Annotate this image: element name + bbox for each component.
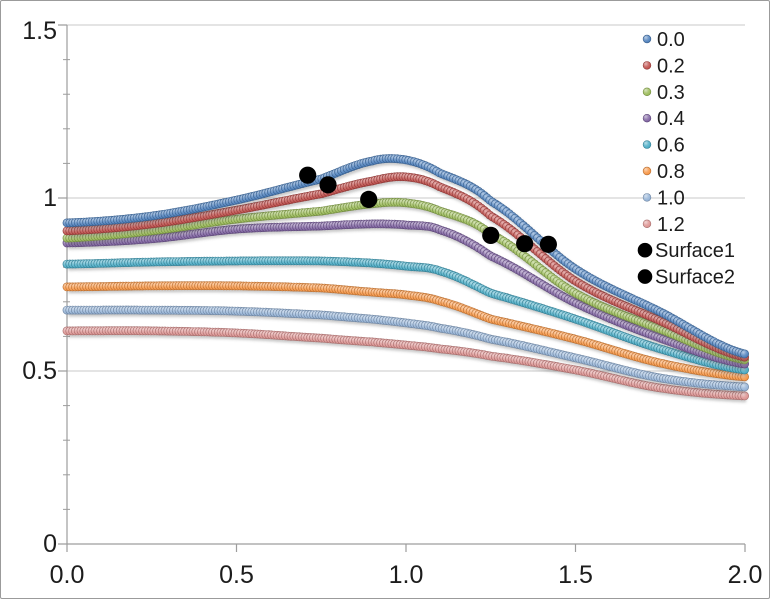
legend-item-0-0: 0.0 [642,29,685,51]
axes: 0.0 0.5 1.0 1.5 2.0 [50,25,763,589]
legend-item-surface2: Surface2 [637,267,735,289]
legend-item-0-4: 0.4 [642,108,685,130]
legend-marker-0-6 [642,140,652,149]
series-0-6 [62,256,749,377]
series-0-8 [62,281,749,384]
surface1-point [360,190,378,208]
legend-label-0-2: 0.2 [657,55,685,77]
legend-item-1-0: 1.0 [642,187,685,209]
x-tick-label-1-0: 1.0 [389,561,424,589]
legend-item-surface1: Surface1 [637,240,735,262]
series-1-0 [62,305,749,394]
series-0-3 [62,197,749,367]
y-tick-label-1: 1 [43,184,57,212]
surface1-point [319,176,337,194]
x-tick-label-0-0: 0.0 [50,561,85,589]
legend-item-0-6: 0.6 [642,135,685,157]
legend-item-0-2: 0.2 [642,55,685,77]
series-1-2 [62,326,749,403]
legend-label-0-3: 0.3 [657,82,685,104]
legend-label-1-0: 1.0 [657,187,685,209]
x-tick-label-2-0: 2.0 [728,561,763,589]
x-tick-label-0-5: 0.5 [219,561,254,589]
legend-marker-1-2 [642,219,652,229]
legend-label-0-6: 0.6 [657,135,685,157]
legend-marker-surface1 [637,242,653,258]
legend-label-1-2: 1.2 [657,214,685,236]
surface2-point [482,226,500,244]
legend-item-1-2: 1.2 [642,214,685,236]
y-tick-label-1-5: 1.5 [22,17,57,45]
legend-marker-0-2 [642,61,652,70]
legend-item-0-8: 0.8 [642,161,685,183]
legend: 0.0 0.2 0.3 0.4 0.6 0.8 1.0 1.2 Surface1 Surface2 [637,29,735,289]
legend-marker-0-4 [642,113,652,123]
surface1-point [299,166,317,184]
legend-label-0-8: 0.8 [657,161,685,183]
surface2-point [516,235,534,253]
point-series-surface2 [482,226,557,253]
legend-marker-0-3 [642,87,652,97]
y-tick-label-0-5: 0.5 [22,357,57,385]
legend-label-0-0: 0.0 [657,29,685,51]
surface2-point [539,235,557,253]
legend-label-0-4: 0.4 [657,108,685,130]
x-tick-label-1-5: 1.5 [558,561,593,589]
legend-marker-surface2 [637,269,653,284]
point-series-surface1 [299,166,378,208]
legend-marker-0-0 [642,34,652,44]
series-0-0 [62,154,749,361]
legend-marker-1-0 [642,193,652,202]
legend-item-0-3: 0.3 [642,82,685,104]
legend-label-surface1: Surface1 [655,240,735,262]
legend-marker-0-8 [642,166,652,176]
y-tick-label-0: 0 [43,530,57,558]
legend-label-surface2: Surface2 [655,267,735,289]
